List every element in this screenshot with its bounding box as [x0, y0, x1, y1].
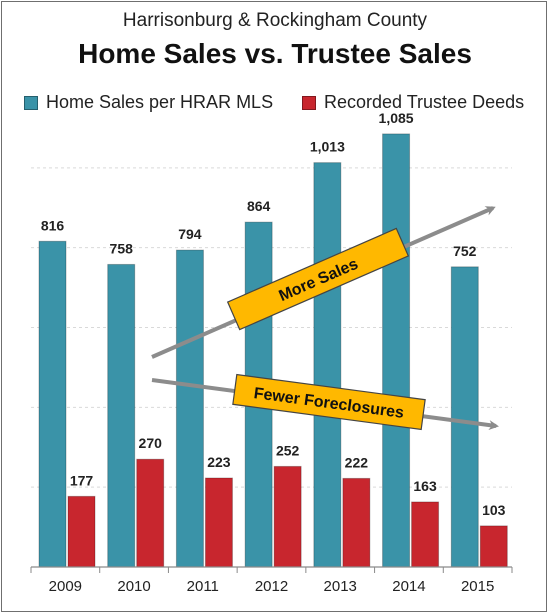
x-tick-label-2014: 2014	[392, 578, 425, 595]
data-label-trustee-deeds-2014: 163	[413, 478, 437, 494]
data-label-trustee-deeds-2009: 177	[70, 472, 94, 488]
data-labels: 816 177 758 270 794 223 864 252 1,013 222 1,085 163…	[41, 110, 506, 518]
x-tick-label-2015: 2015	[461, 578, 494, 595]
legend-swatch-home-sales	[24, 95, 38, 110]
legend-item-home-sales: Home Sales per HRAR MLS	[24, 92, 273, 113]
legend-label-home-sales: Home Sales per HRAR MLS	[46, 92, 274, 112]
bars	[38, 133, 508, 568]
x-tick-label-2011: 2011	[187, 578, 219, 595]
fewer-foreclosures-box	[232, 373, 426, 431]
bar-home-sales-2015	[450, 266, 479, 568]
bar-trustee-deeds-2014	[411, 501, 440, 568]
bar-home-sales-2010	[107, 263, 136, 568]
data-label-home-sales-2014: 1,085	[379, 110, 414, 126]
x-tick-label-2009: 2009	[49, 578, 82, 595]
bar-trustee-deeds-2010	[136, 458, 165, 568]
data-label-home-sales-2013: 1,013	[310, 139, 345, 155]
chart-subtitle: Harrisonburg & Rockingham County	[122, 10, 428, 31]
data-label-home-sales-2010: 758	[110, 240, 134, 256]
x-axis: 2009 2010 2011 2012 2013 2014 2015	[30, 566, 513, 595]
legend-label-trustee-deeds: Recorded Trustee Deeds	[324, 92, 525, 112]
data-label-trustee-deeds-2011: 223	[207, 454, 231, 470]
data-label-home-sales-2015: 752	[453, 243, 477, 259]
bar-trustee-deeds-2012	[273, 465, 302, 568]
x-tick-label-2012: 2012	[255, 578, 288, 595]
x-tick-label-2010: 2010	[117, 578, 150, 595]
legend-swatch-trustee-deeds	[302, 95, 316, 110]
data-label-home-sales-2012: 864	[247, 198, 271, 214]
data-label-trustee-deeds-2012: 252	[276, 442, 300, 458]
fewer-foreclosures-callout: Fewer Foreclosures	[232, 373, 426, 431]
data-label-trustee-deeds-2015: 103	[482, 502, 506, 518]
legend-item-trustee-deeds: Recorded Trustee Deeds	[302, 92, 524, 113]
bar-trustee-deeds-2009	[67, 495, 96, 568]
bar-trustee-deeds-2015	[479, 525, 508, 568]
bar-home-sales-2014	[382, 133, 411, 568]
chart-title: Home Sales vs. Trustee Sales	[78, 38, 472, 69]
data-label-home-sales-2011: 794	[178, 226, 202, 242]
bar-trustee-deeds-2013	[342, 477, 371, 568]
data-label-trustee-deeds-2013: 222	[345, 454, 369, 470]
bar-home-sales-2011	[175, 249, 204, 568]
bar-home-sales-2013	[313, 162, 342, 568]
chart-legend: Home Sales per HRAR MLS Recorded Trustee…	[0, 92, 550, 116]
bar-trustee-deeds-2011	[204, 477, 233, 568]
x-tick-label-2013: 2013	[324, 578, 357, 595]
more-sales-box	[226, 227, 410, 331]
bar-home-sales-2009	[38, 240, 67, 568]
data-label-home-sales-2009: 816	[41, 217, 65, 233]
data-label-trustee-deeds-2010: 270	[139, 435, 163, 451]
